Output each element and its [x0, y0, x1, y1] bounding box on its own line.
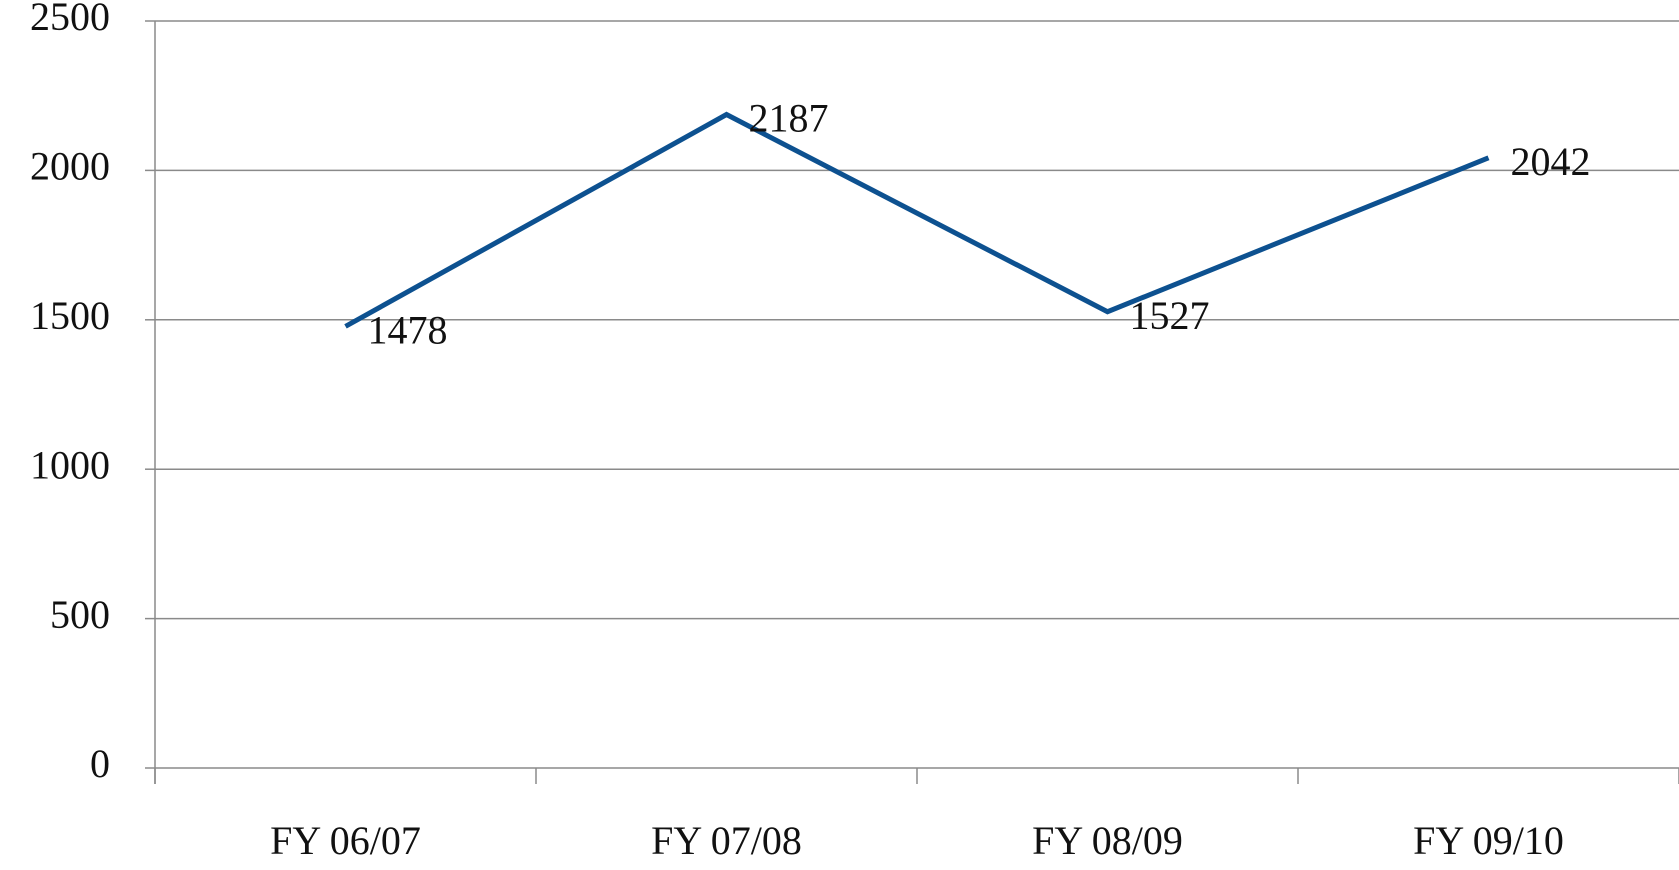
x-tick-label: FY 06/07: [270, 818, 421, 863]
x-tick-label: FY 07/08: [651, 818, 802, 863]
line-series: [344, 111, 1490, 329]
y-tick-label: 2500: [30, 0, 110, 39]
data-label: 2187: [749, 96, 829, 141]
y-tick-label: 0: [90, 741, 110, 786]
data-label: 1527: [1130, 293, 1210, 338]
y-tick-label: 1000: [30, 442, 110, 487]
x-tick-label: FY 09/10: [1413, 818, 1564, 863]
y-tick-label: 1500: [30, 293, 110, 338]
data-label: 1478: [368, 308, 448, 353]
y-tick-label: 2000: [30, 144, 110, 189]
x-tick-label: FY 08/09: [1032, 818, 1183, 863]
y-tick-label: 500: [50, 592, 110, 637]
data-label: 2042: [1511, 139, 1591, 184]
